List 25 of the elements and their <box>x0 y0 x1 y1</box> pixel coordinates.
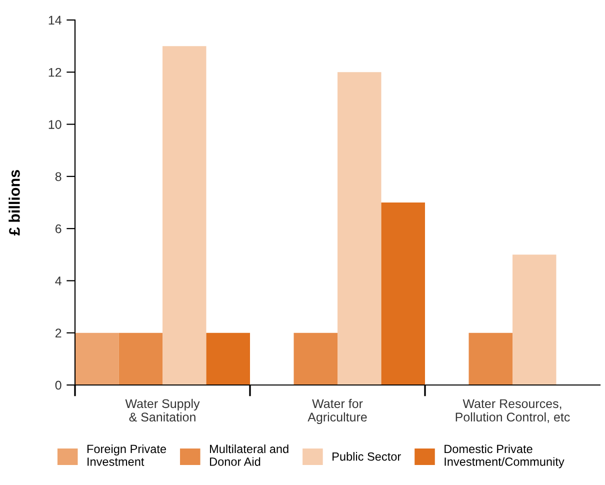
y-tick-label: 0 <box>55 380 62 390</box>
legend-label: Multilateral and Donor Aid <box>210 444 288 466</box>
bar <box>338 72 382 385</box>
y-tick-label: 8 <box>55 172 62 182</box>
bar <box>512 254 556 385</box>
y-axis-title: £ billions <box>8 170 20 236</box>
bar <box>468 332 512 385</box>
legend-label: Foreign Private Investment <box>87 444 166 466</box>
y-tick-label: 12 <box>48 68 62 77</box>
bar <box>162 46 206 385</box>
y-tick-label: 14 <box>48 16 62 25</box>
bar <box>206 332 250 385</box>
x-tick-label: Water Supply & Sanitation <box>125 398 200 422</box>
y-tick-label: 10 <box>48 120 62 129</box>
bar <box>118 332 162 385</box>
x-tick-label: Water for Agriculture <box>308 398 367 424</box>
legend-label: Domestic Private Investment/Community <box>444 444 564 468</box>
x-tick-label: Water Resources, Pollution Control, etc <box>456 399 570 424</box>
bar <box>75 332 119 385</box>
bar <box>294 332 338 385</box>
y-tick-label: 2 <box>55 328 62 338</box>
bar <box>381 202 425 385</box>
legend-label: Public Sector <box>332 452 401 461</box>
y-tick-label: 6 <box>55 224 62 234</box>
y-tick-label: 4 <box>55 276 62 286</box>
